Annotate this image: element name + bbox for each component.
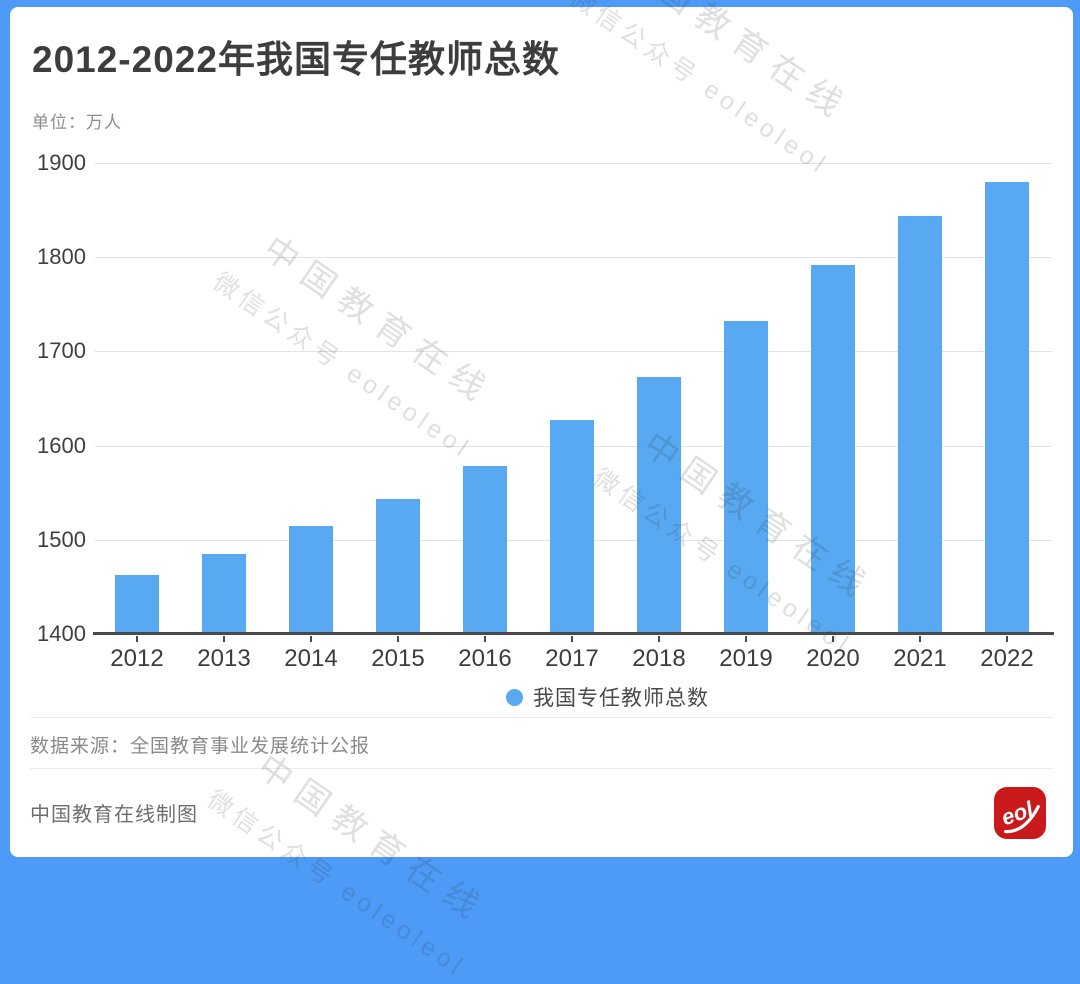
y-axis-label-1500: 1500: [37, 527, 86, 552]
chart-title: 2012-2022年我国专任教师总数: [32, 39, 560, 80]
bar-2018: [637, 376, 681, 634]
x-axis-label-2021: 2021: [893, 645, 947, 672]
plot-area: 1400 1500 1600 1700 1800 1900 2012 2013 2014 2015…: [10, 7, 1073, 857]
x-axis-label-2020: 2020: [806, 645, 860, 672]
x-axis-tick-2013: [223, 636, 225, 642]
x-axis-label-2017: 2017: [545, 645, 599, 672]
x-axis-tick-2021: [919, 636, 921, 642]
legend-label: 我国专任教师总数: [533, 687, 709, 710]
x-axis-tick-2016: [484, 636, 486, 642]
bar-2017: [550, 420, 594, 634]
bar-2014: [289, 525, 333, 634]
bar-2012: [115, 574, 159, 634]
x-axis-label-2012: 2012: [110, 645, 164, 672]
bar-2019: [724, 321, 768, 634]
divider: [30, 717, 1053, 718]
bar-2021: [898, 215, 942, 634]
y-axis-label-1800: 1800: [37, 244, 86, 269]
x-axis-label-2015: 2015: [371, 645, 425, 672]
bar-2016: [463, 466, 507, 634]
gridline-1800: [95, 257, 1052, 258]
x-axis-label-2018: 2018: [632, 645, 686, 672]
divider: [30, 768, 1053, 769]
x-axis-tick-2020: [832, 636, 834, 642]
x-axis-tick-2015: [397, 636, 399, 642]
eol-logo: eol: [993, 786, 1047, 840]
legend-marker-icon: [506, 688, 523, 706]
y-axis-label-1600: 1600: [37, 433, 86, 458]
bar-2015: [376, 499, 420, 634]
unit-label: 单位：万人: [32, 113, 122, 132]
x-axis-label-2022: 2022: [980, 645, 1034, 672]
x-axis-label-2019: 2019: [719, 645, 773, 672]
bar-2020: [811, 264, 855, 634]
x-axis-label-2014: 2014: [284, 645, 338, 672]
x-axis-tick-2018: [658, 636, 660, 642]
legend: 我国专任教师总数: [10, 684, 1073, 710]
x-axis-tick-2019: [745, 636, 747, 642]
y-axis-label-1400: 1400: [37, 621, 86, 646]
legend-item: 我国专任教师总数: [506, 682, 709, 712]
data-source-note: 数据来源：全国教育事业发展统计公报: [30, 736, 371, 757]
bar-2022: [985, 181, 1029, 634]
x-axis-label-2016: 2016: [458, 645, 512, 672]
y-axis-label-1700: 1700: [37, 338, 86, 363]
eol-logo-graphic: eol: [994, 787, 1046, 839]
x-axis-tick-2017: [571, 636, 573, 642]
gridline-1900: [95, 163, 1052, 164]
bar-2013: [202, 553, 246, 634]
x-axis-tick-2014: [310, 636, 312, 642]
chart-card: 2012-2022年我国专任教师总数 单位：万人 1400 1500 1600 170…: [10, 7, 1073, 857]
credit-note: 中国教育在线制图: [30, 804, 198, 826]
gridline-1700: [95, 351, 1052, 352]
y-axis-label-1900: 1900: [37, 150, 86, 175]
x-axis-tick-2022: [1006, 636, 1008, 642]
x-axis-label-2013: 2013: [197, 645, 251, 672]
x-axis-tick-2012: [136, 636, 138, 642]
x-axis-line: [93, 632, 1054, 635]
